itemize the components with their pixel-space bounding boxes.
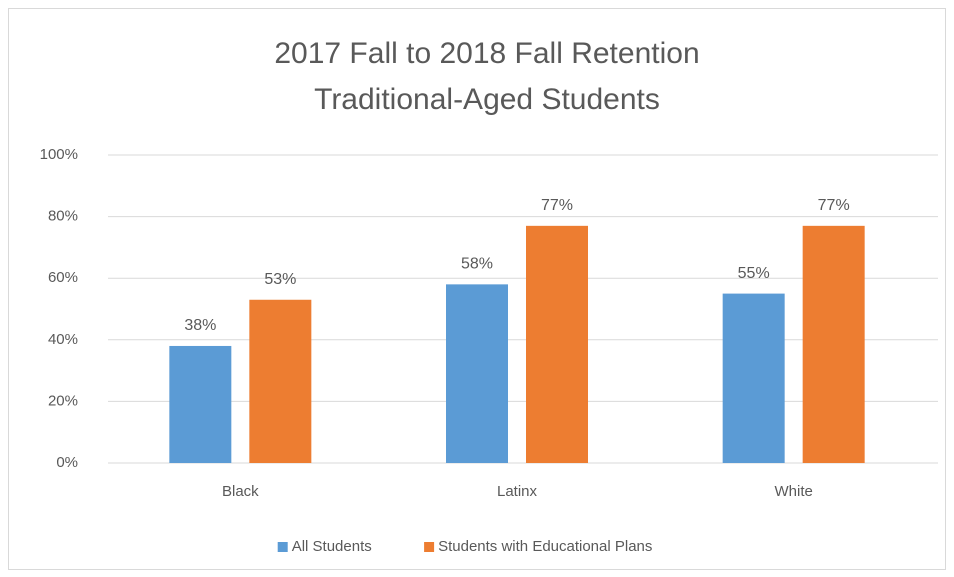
- y-tick-label: 60%: [48, 269, 78, 286]
- bar: [722, 293, 785, 463]
- bar: [169, 345, 232, 463]
- legend-label: Students with Educational Plans: [438, 538, 652, 555]
- legend-label: All Students: [292, 538, 372, 555]
- data-label: 77%: [818, 197, 850, 214]
- data-label: 58%: [461, 256, 493, 273]
- x-tick-label: White: [774, 483, 812, 500]
- y-tick-label: 100%: [40, 146, 78, 163]
- chart-title: 2017 Fall to 2018 Fall Retention: [274, 37, 699, 70]
- legend-swatch: [424, 542, 435, 552]
- chart-subtitle: Traditional-Aged Students: [314, 83, 660, 116]
- data-label: 38%: [184, 317, 216, 334]
- data-label: 77%: [541, 197, 573, 214]
- data-label: 55%: [738, 265, 770, 282]
- y-tick-label: 80%: [48, 208, 78, 225]
- bar: [249, 299, 312, 463]
- x-tick-label: Black: [222, 483, 259, 500]
- y-tick-label: 0%: [56, 454, 78, 471]
- bar: [446, 284, 508, 463]
- bar: [802, 225, 865, 463]
- y-tick-label: 40%: [48, 331, 78, 348]
- y-tick-label: 20%: [48, 392, 78, 409]
- x-tick-label: Latinx: [497, 483, 538, 500]
- legend-swatch: [277, 542, 288, 552]
- bar: [526, 225, 588, 463]
- data-label: 53%: [264, 271, 296, 288]
